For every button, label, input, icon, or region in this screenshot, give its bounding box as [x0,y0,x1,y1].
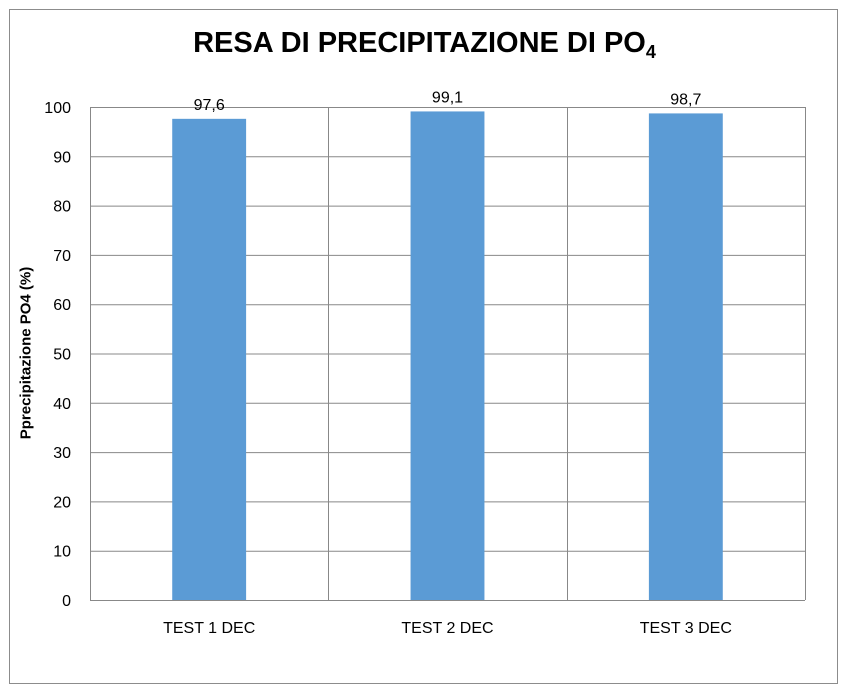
x-tick-label: TEST 3 DEC [640,620,732,637]
x-tick-label: TEST 2 DEC [401,620,493,637]
bar [410,111,485,600]
bar-data-label: 99,1 [432,89,463,106]
chart-title-subscript: 4 [645,42,656,62]
y-tick-label: 90 [53,149,71,166]
chart-title-text: RESA DI PRECIPITAZIONE DI PO [193,27,646,59]
y-tick-label: 20 [53,494,71,511]
y-tick-label: 10 [53,544,71,561]
bar [172,118,247,600]
chart-title: RESA DI PRECIPITAZIONE DI PO4 [0,27,849,63]
y-tick-label: 0 [62,593,71,610]
y-tick-label: 60 [53,297,71,314]
y-tick-label: 70 [53,248,71,265]
y-tick-label: 100 [44,100,71,117]
bar [648,113,723,600]
y-tick-label: 30 [53,445,71,462]
y-tick-label: 50 [53,347,71,364]
bar-data-label: 97,6 [194,97,225,114]
bar-data-label: 98,7 [670,91,701,108]
x-tick-label: TEST 1 DEC [163,620,255,637]
y-tick-label: 80 [53,199,71,216]
y-tick-label: 40 [53,396,71,413]
